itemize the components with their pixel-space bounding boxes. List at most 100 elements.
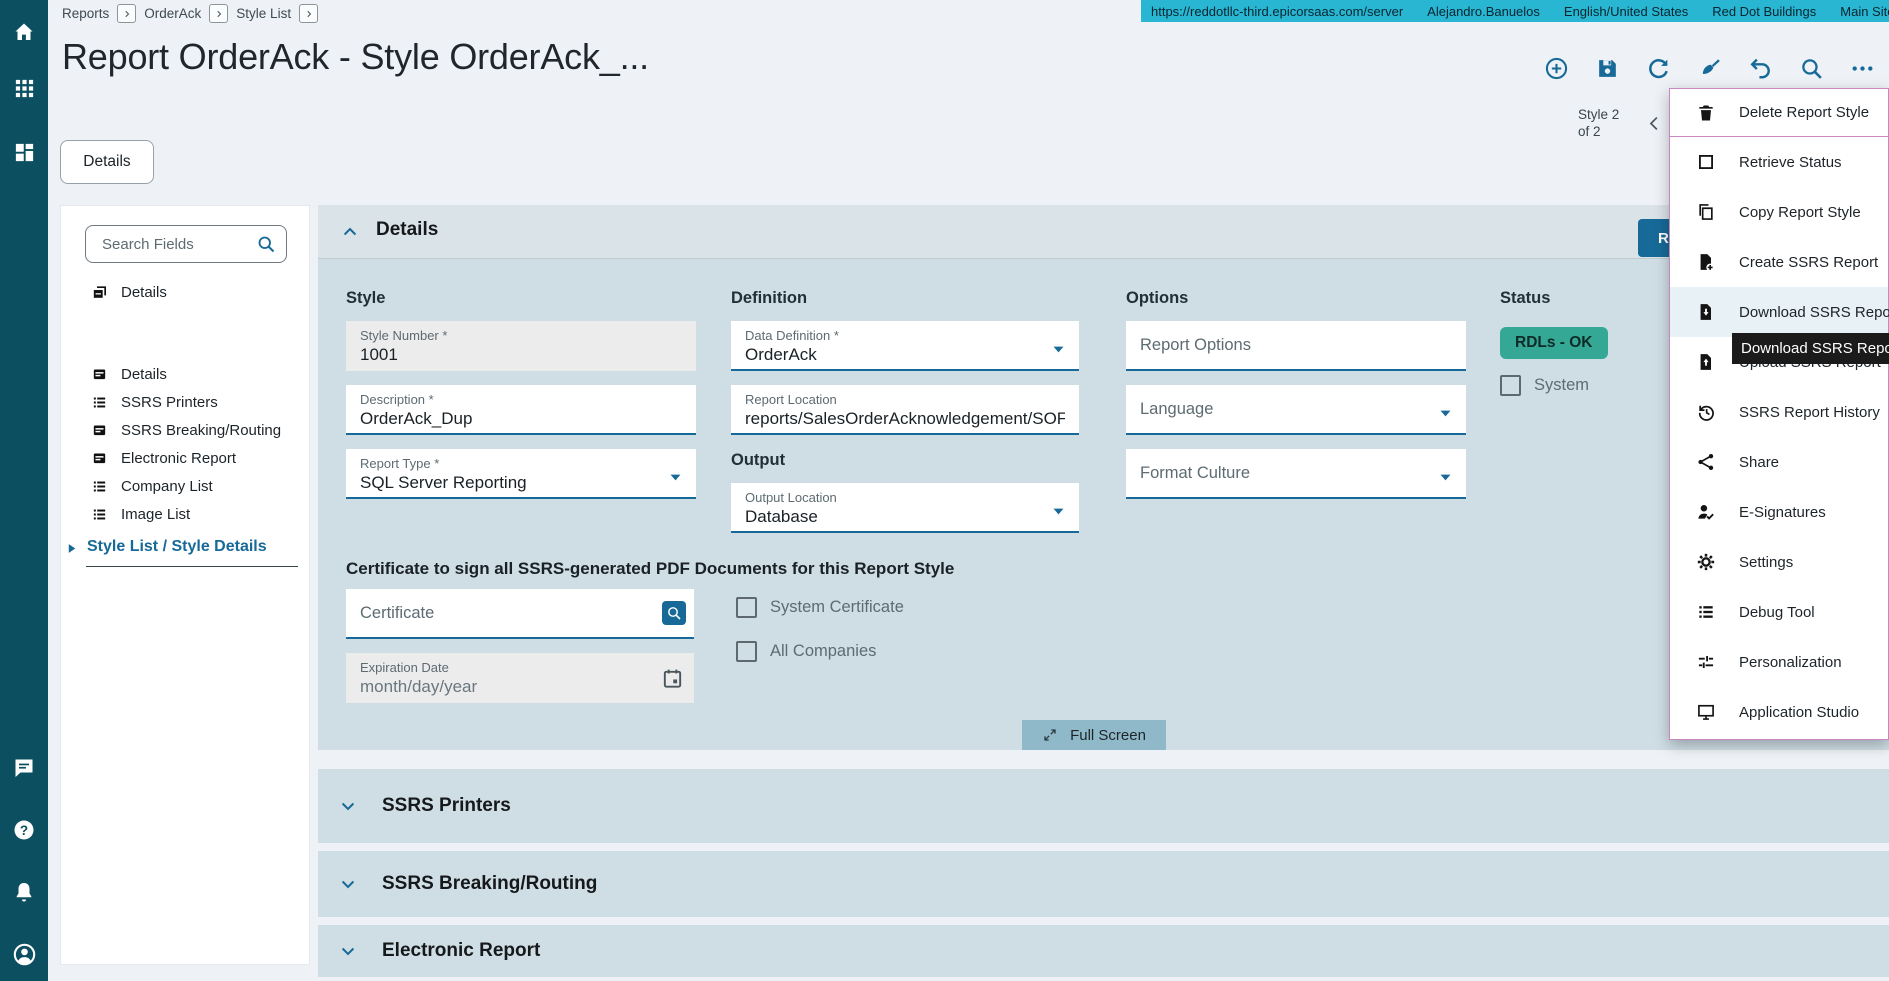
language-dropdown[interactable]: Language [1126, 385, 1466, 435]
calendar-icon[interactable] [661, 667, 684, 690]
new-record-icon[interactable] [1544, 56, 1569, 81]
breadcrumb-label: Style List [236, 6, 292, 21]
tab-details[interactable]: Details [60, 140, 154, 184]
monitor-icon [1696, 702, 1716, 722]
output-location-dropdown[interactable]: Output Location Database [731, 483, 1079, 533]
section-ssrs-breaking-routing[interactable]: SSRS Breaking/Routing [318, 851, 1889, 917]
breadcrumb-item-style-list[interactable]: Style List [236, 4, 319, 23]
report-type-dropdown[interactable]: Report Type * SQL Server Reporting [346, 449, 696, 499]
menu-item-ssrs-report-history[interactable]: SSRS Report History [1670, 387, 1888, 437]
report-location-field[interactable]: Report Location reports/SalesOrderAcknow… [731, 385, 1079, 435]
menu-item-retrieve-status[interactable]: Retrieve Status [1670, 137, 1888, 187]
tree-item-label: Image List [121, 506, 191, 523]
all-companies-checkbox-row[interactable]: All Companies [736, 641, 876, 662]
copy-icon [1696, 202, 1716, 222]
menu-item-copy-report-style[interactable]: Copy Report Style [1670, 187, 1888, 237]
clear-broom-icon[interactable] [1697, 56, 1722, 81]
section-title: SSRS Printers [382, 795, 511, 816]
collapse-chevron-up-icon[interactable] [340, 222, 360, 242]
all-companies-checkbox[interactable] [736, 641, 757, 662]
apps-grid-icon[interactable] [0, 64, 48, 112]
expand-chevron-down-icon[interactable] [338, 874, 358, 894]
expand-chevron-down-icon[interactable] [338, 796, 358, 816]
chevron-right-icon[interactable] [117, 4, 137, 23]
menu-item-label: Settings [1739, 553, 1794, 571]
site-name: Main Site [1840, 3, 1889, 19]
format-culture-dropdown[interactable]: Format Culture [1126, 449, 1466, 499]
field-label: Report Location [745, 392, 837, 407]
tree-item-label: Details [121, 284, 167, 301]
details-panel-header[interactable]: Details R [318, 205, 1889, 259]
tree-section-style-list[interactable]: Style List / Style Details [87, 538, 267, 555]
group-header-status: Status [1500, 289, 1551, 307]
tree-item-ssrs-printers[interactable]: SSRS Printers [91, 394, 218, 411]
menu-item-e-signatures[interactable]: E-Signatures [1670, 487, 1888, 537]
menu-item-personalization[interactable]: Personalization [1670, 637, 1888, 687]
person-check-icon [1696, 502, 1716, 522]
tree-item-electronic-report[interactable]: Electronic Report [91, 450, 236, 467]
menu-item-create-ssrs-report[interactable]: Create SSRS Report [1670, 237, 1888, 287]
menu-item-label: Share [1739, 453, 1780, 471]
chat-icon[interactable] [0, 744, 48, 792]
undo-icon[interactable] [1748, 56, 1773, 81]
chevron-right-icon[interactable] [209, 4, 229, 23]
description-field[interactable]: Description * OrderAck_Dup [346, 385, 696, 435]
dropdown-caret-icon [1050, 341, 1067, 358]
tree-item-details[interactable]: Details [91, 366, 167, 383]
user-name: Alejandro.Banuelos [1427, 3, 1540, 19]
certificate-search-icon[interactable] [662, 601, 686, 625]
field-label: Expiration Date [360, 660, 449, 675]
tree-root-details[interactable]: Details [91, 284, 167, 301]
help-icon[interactable] [0, 806, 48, 854]
dropdown-caret-icon [1437, 405, 1454, 422]
tree-item-ssrs-breaking-routing[interactable]: SSRS Breaking/Routing [91, 422, 281, 439]
full-screen-button[interactable]: Full Screen [1022, 720, 1166, 750]
tree-item-company-list[interactable]: Company List [91, 478, 213, 495]
field-value: 1001 [360, 345, 398, 364]
field-label: Description * [360, 392, 434, 407]
field-value: SQL Server Reporting [360, 473, 527, 492]
section-electronic-report[interactable]: Electronic Report [318, 925, 1889, 977]
save-icon[interactable] [1595, 56, 1620, 81]
previous-record-chevron-icon[interactable] [1645, 114, 1664, 133]
breadcrumb-item-reports[interactable]: Reports [62, 4, 137, 23]
sliders-icon [1696, 652, 1716, 672]
data-definition-dropdown[interactable]: Data Definition * OrderAck [731, 321, 1079, 371]
certificate-field[interactable]: Certificate [346, 589, 694, 639]
report-options-field[interactable]: Report Options [1126, 321, 1466, 371]
section-ssrs-printers[interactable]: SSRS Printers [318, 769, 1889, 843]
breadcrumb-item-orderack[interactable]: OrderAck [144, 4, 229, 23]
menu-item-settings[interactable]: Settings [1670, 537, 1888, 587]
home-icon[interactable] [0, 8, 48, 56]
tree-item-label: Details [121, 366, 167, 383]
refresh-icon[interactable] [1646, 56, 1671, 81]
expand-chevron-down-icon[interactable] [338, 941, 358, 961]
tree-item-image-list[interactable]: Image List [91, 506, 190, 523]
language-locale: English/United States [1563, 3, 1689, 19]
dashboard-icon[interactable] [0, 128, 48, 176]
card-icon [91, 366, 108, 383]
system-certificate-checkbox[interactable] [736, 597, 757, 618]
tooltip: Download SSRS Report [1732, 333, 1889, 364]
system-certificate-checkbox-row[interactable]: System Certificate [736, 597, 904, 618]
menu-item-application-studio[interactable]: Application Studio [1670, 687, 1888, 737]
system-checkbox-row[interactable]: System [1500, 375, 1589, 396]
field-label: Style Number * [360, 328, 448, 343]
search-fields-input[interactable] [100, 234, 256, 254]
list-icon [91, 506, 108, 523]
notifications-bell-icon[interactable] [0, 868, 48, 916]
tree-section-underline [86, 566, 298, 567]
overflow-menu-icon[interactable] [1850, 56, 1875, 81]
system-checkbox[interactable] [1500, 375, 1521, 396]
account-icon[interactable] [0, 930, 48, 978]
chevron-right-icon[interactable] [299, 4, 319, 23]
search-icon[interactable] [1799, 56, 1824, 81]
menu-item-download-ssrs-report[interactable]: Download SSRS Report [1670, 287, 1889, 337]
group-header-style: Style [346, 289, 386, 307]
dropdown-caret-icon [667, 469, 684, 486]
menu-item-debug-tool[interactable]: Debug Tool [1670, 587, 1888, 637]
section-title: Electronic Report [382, 940, 541, 961]
menu-item-delete-report-style[interactable]: Delete Report Style [1670, 89, 1888, 136]
menu-item-share[interactable]: Share [1670, 437, 1888, 487]
search-icon[interactable] [256, 234, 276, 254]
